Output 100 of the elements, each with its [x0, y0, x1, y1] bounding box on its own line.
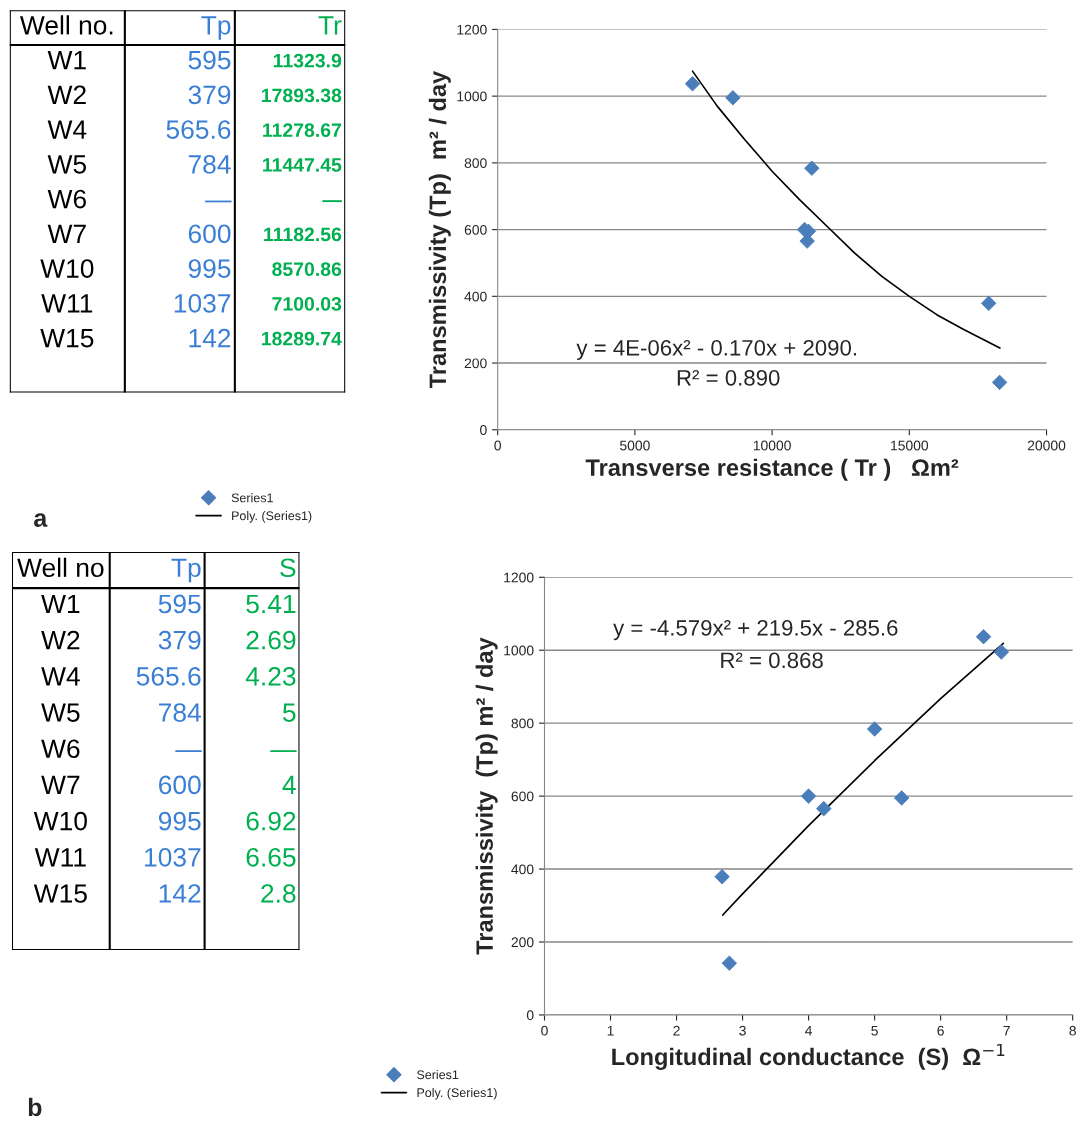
y-axis-title: Transmissivity (Tp) m² / day: [428, 70, 451, 389]
text: a: [34, 513, 48, 527]
x-tick-label: 5: [871, 1025, 878, 1036]
text: 18289.74: [261, 331, 342, 346]
category-label: S: [280, 558, 296, 578]
x-tick-label: 10000: [753, 440, 791, 451]
text: 995: [188, 259, 231, 278]
y-tick-label: 200: [464, 358, 487, 369]
point: [975, 629, 992, 645]
text: 4: [282, 775, 296, 794]
text: 2.8: [261, 884, 296, 903]
text: 8570.86: [272, 262, 342, 277]
y-tick-label: 800: [511, 718, 534, 729]
category-label: Well no: [17, 557, 104, 578]
text: W2: [47, 85, 86, 104]
text: 11447.45: [263, 158, 342, 172]
text: 1037: [145, 847, 201, 867]
text: W2: [41, 630, 80, 650]
category-label: Tr: [318, 16, 342, 35]
x-tick-label: 4: [805, 1025, 813, 1036]
x-tick-label: 1: [607, 1025, 614, 1036]
text: 600: [159, 775, 201, 795]
y-tick-label: 400: [464, 291, 487, 302]
category-label: Well no.: [20, 15, 113, 35]
text: 6.65: [246, 847, 296, 867]
legend-label: Series1: [417, 1069, 459, 1080]
text: W15: [33, 884, 87, 903]
text: 565.6: [166, 120, 231, 139]
x-tick-label: 3: [739, 1025, 746, 1036]
text: W5: [47, 155, 87, 174]
text: 142: [159, 884, 201, 903]
y-tick-label: 200: [511, 937, 534, 948]
text: W11: [41, 294, 93, 313]
legend-label: Poly. (Series1): [417, 1087, 497, 1100]
y-tick-label: 0: [526, 1010, 534, 1021]
text: W10: [33, 811, 87, 831]
text: 11182.56: [264, 227, 342, 242]
text: 5: [282, 703, 296, 722]
y-tick-label: 0: [480, 425, 487, 435]
text: W11: [34, 848, 86, 867]
text: 784: [188, 154, 231, 174]
y-tick-label: 800: [464, 158, 487, 169]
text: W7: [41, 775, 80, 794]
text: 379: [188, 85, 231, 105]
y-tick-label: 1000: [504, 645, 534, 656]
y-tick-label: 600: [464, 224, 487, 235]
y-tick-label: 1200: [457, 24, 487, 35]
text: 17893.38: [261, 88, 342, 103]
x-axis-title: Transverse resistance ( Tr ) Ωm²: [585, 458, 959, 481]
y-tick-label: 600: [511, 791, 534, 802]
text: —: [270, 750, 297, 752]
text: 11323.9: [273, 53, 342, 68]
annotation: y = 4E-06x² - 0.170x + 2090.: [576, 339, 857, 361]
text: b: [28, 1097, 42, 1117]
x-tick-label: 8: [1069, 1025, 1076, 1036]
x-tick-label: 0: [494, 440, 501, 451]
text: 5.41: [246, 594, 296, 614]
text: 6.92: [246, 811, 296, 831]
text: 379: [158, 630, 201, 650]
text: —: [205, 200, 232, 203]
x-axis-title: Longitudinal conductance (S) Ω$^{−1}$: [612, 1043, 1005, 1070]
text: 784: [159, 703, 201, 722]
text: W4: [41, 667, 80, 686]
y-tick-label: 1000: [457, 91, 487, 102]
legend-label: Series1: [231, 493, 273, 503]
category-label: Tp: [201, 16, 231, 40]
text: 4.23: [245, 667, 296, 686]
text: 142: [189, 328, 231, 348]
x-tick-label: 6: [937, 1025, 944, 1036]
annotation: y = -4.579x² + 219.5x - 285.6: [613, 620, 898, 641]
text: W10: [40, 259, 94, 278]
text: W15: [40, 329, 94, 348]
x-tick-label: 7: [1003, 1025, 1010, 1036]
x-tick-label: 15000: [891, 440, 929, 451]
text: —: [322, 200, 342, 203]
text: 600: [188, 224, 231, 244]
text: W5: [41, 703, 80, 722]
text: 2.69: [246, 630, 296, 650]
text: 995: [158, 811, 201, 831]
text: W4: [47, 120, 87, 139]
text: W1: [41, 594, 80, 614]
x-tick-label: 5000: [620, 440, 650, 451]
text: 595: [188, 50, 231, 70]
y-tick-label: 400: [511, 864, 534, 875]
text: —: [175, 750, 202, 752]
text: W1: [47, 50, 86, 70]
category-label: Tp: [171, 558, 201, 583]
text: 595: [158, 594, 201, 614]
x-tick-label: 2: [673, 1025, 680, 1036]
legend-label: Poly. (Series1): [232, 510, 312, 523]
text: 7100.03: [272, 297, 342, 311]
annotation: R² = 0.868: [721, 652, 823, 669]
y-axis-title: Transmissivity (Tp) m² / day: [475, 637, 498, 955]
text: W6: [47, 189, 86, 209]
y-tick-label: 1200: [504, 572, 534, 583]
annotation: R² = 0.890: [677, 369, 780, 386]
x-tick-label: 0: [541, 1025, 548, 1036]
text: 11278.67: [263, 123, 342, 138]
text: 1037: [174, 293, 231, 313]
text: 565.6: [136, 667, 201, 686]
